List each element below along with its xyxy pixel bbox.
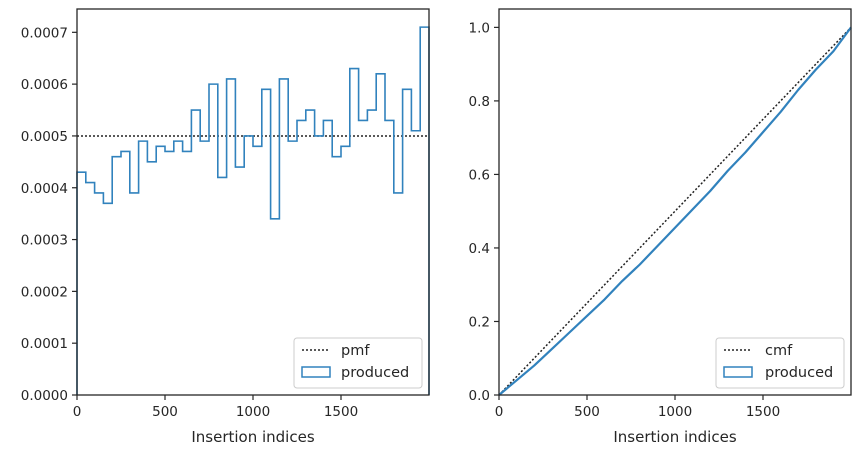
right-x-tick-label: 1000 <box>658 404 692 420</box>
cmf-reference-line <box>498 26 852 396</box>
right-x-tick-label: 1500 <box>746 404 780 420</box>
produced-cumulative-layer <box>498 26 852 396</box>
left-y-axis-ticks: 0.0000 0.0001 0.0002 0.0003 0.0004 0.0005 0.00… <box>21 25 77 404</box>
pmf-legend-label: pmf <box>341 343 370 359</box>
histogram-bin <box>103 203 112 395</box>
cmf-reference-layer <box>498 26 852 396</box>
histogram-bin <box>174 141 183 395</box>
right-y-tick-label: 0.4 <box>469 241 490 257</box>
left-legend: pmf produced <box>293 337 423 389</box>
histogram-bin <box>130 193 139 395</box>
histogram-bin <box>271 219 280 395</box>
right-y-tick-label: 1.0 <box>469 20 490 36</box>
right-y-tick-label: 0.0 <box>469 388 490 404</box>
left-y-tick-label: 0.0002 <box>21 284 68 300</box>
histogram-bin <box>156 146 165 395</box>
histogram-bin <box>227 79 236 395</box>
left-x-tick-label: 1500 <box>324 404 358 420</box>
left-y-tick-label: 0.0006 <box>21 77 68 93</box>
histogram-bin <box>139 141 148 395</box>
histogram-bin <box>165 151 174 395</box>
right-y-tick-label: 0.6 <box>469 167 490 183</box>
histogram-bin <box>253 146 262 395</box>
left-x-tick-label: 1000 <box>236 404 270 420</box>
left-x-axis-label: Insertion indices <box>191 428 314 446</box>
produced-cumulative-legend-swatch <box>723 366 753 378</box>
histogram-bin <box>262 89 271 395</box>
left-y-tick-label: 0.0003 <box>21 233 68 249</box>
histogram-bin <box>235 167 244 395</box>
right-y-tick-label: 0.8 <box>469 94 490 110</box>
left-x-axis-ticks: 0 500 1000 1500 <box>73 395 358 420</box>
cumulative-panel: 0 500 1000 1500 0.0 0.2 0.4 0.6 0.8 1.0 Insertio… <box>469 8 852 446</box>
right-x-axis-ticks: 0 500 1000 1500 <box>495 395 780 420</box>
produced-legend-swatch <box>301 366 331 378</box>
left-x-tick-label: 500 <box>152 404 178 420</box>
right-y-axis-ticks: 0.0 0.2 0.4 0.6 0.8 1.0 <box>469 20 499 404</box>
left-y-tick-label: 0.0001 <box>21 336 68 352</box>
left-y-tick-label: 0.0005 <box>21 129 68 145</box>
histogram-bin <box>121 151 130 395</box>
right-axes-frame <box>498 8 852 396</box>
left-x-tick-label: 0 <box>73 404 82 420</box>
histogram-bin <box>147 162 156 395</box>
histogram-bin <box>112 157 121 395</box>
right-x-axis-label: Insertion indices <box>613 428 736 446</box>
histogram-panel: 0 500 1000 1500 0.00000.00010.00020.00030.0… <box>21 8 430 446</box>
right-x-tick-label: 0 <box>495 404 504 420</box>
right-y-tick-label: 0.2 <box>469 314 490 330</box>
histogram-bin <box>95 193 104 395</box>
histogram-bin <box>191 110 200 395</box>
cmf-legend-label: cmf <box>765 343 793 359</box>
produced-legend-label: produced <box>341 365 409 381</box>
left-y-tick-label: 0.0007 <box>21 25 68 41</box>
histogram-bin <box>200 141 209 395</box>
histogram-bin <box>86 183 95 395</box>
produced-histogram-outline <box>76 26 430 395</box>
histogram-bin <box>244 136 253 395</box>
histogram-bin <box>77 172 86 395</box>
produced-cumulative-line <box>498 26 852 396</box>
right-x-tick-label: 500 <box>574 404 600 420</box>
right-legend: cmf produced <box>715 337 845 389</box>
histogram-bin <box>218 177 227 395</box>
histogram-bin <box>209 84 218 395</box>
histogram-bin <box>279 79 288 395</box>
produced-histogram-layer <box>76 26 430 395</box>
left-y-tick-label: 0.0000 <box>21 388 68 404</box>
histogram-bin <box>183 151 192 395</box>
produced-cumulative-legend-label: produced <box>765 365 833 381</box>
left-y-tick-label: 0.0004 <box>21 181 68 197</box>
